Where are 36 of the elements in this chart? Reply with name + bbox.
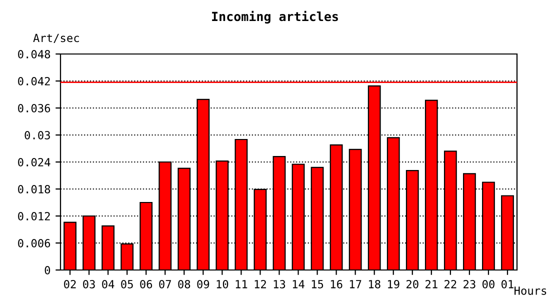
x-tick-label: 21 (426, 280, 438, 288)
y-tick-label: 0 (44, 266, 50, 274)
y-tick-label: 0.03 (24, 131, 50, 140)
x-tick-label: 01 (502, 280, 514, 288)
x-tick-label: 16 (330, 280, 342, 288)
x-tick-label: 02 (64, 280, 76, 288)
x-tick-label: 22 (444, 280, 456, 288)
x-tick-label: 15 (312, 280, 324, 288)
x-tick-label: 20 (406, 280, 418, 288)
chart-title: Incoming articles (212, 10, 338, 24)
y-axis-title: Art/sec (33, 34, 79, 44)
x-tick-label: 00 (482, 280, 494, 288)
x-tick-label: 23 (464, 280, 476, 288)
x-tick-label: 19 (388, 280, 400, 288)
x-tick-label: 13 (274, 280, 286, 288)
x-axis-title: Hours (514, 286, 546, 295)
y-tick-label: 0.006 (18, 239, 50, 248)
x-tick-label: 06 (140, 280, 152, 288)
x-tick-label: 18 (368, 280, 380, 288)
x-tick-label: 11 (236, 280, 248, 288)
x-tick-label: 10 (216, 280, 228, 288)
y-tick-label: 0.018 (18, 185, 50, 194)
x-tick-label: 05 (121, 280, 133, 288)
y-tick-label: 0.042 (18, 77, 50, 86)
x-tick-label: 17 (350, 280, 362, 288)
x-tick-label: 14 (292, 280, 304, 288)
y-tick-label: 0.048 (18, 50, 50, 58)
y-tick-label: 0.024 (18, 158, 50, 166)
x-tick-label: 07 (159, 280, 171, 288)
x-tick-label: 08 (178, 280, 190, 288)
x-tick-label: 04 (102, 280, 114, 288)
x-tick-label: 09 (197, 280, 210, 288)
x-tick-label: 03 (83, 280, 95, 288)
y-tick-label: 0.036 (18, 104, 50, 112)
y-tick-label: 0.012 (18, 212, 50, 220)
x-tick-label: 12 (254, 280, 266, 288)
